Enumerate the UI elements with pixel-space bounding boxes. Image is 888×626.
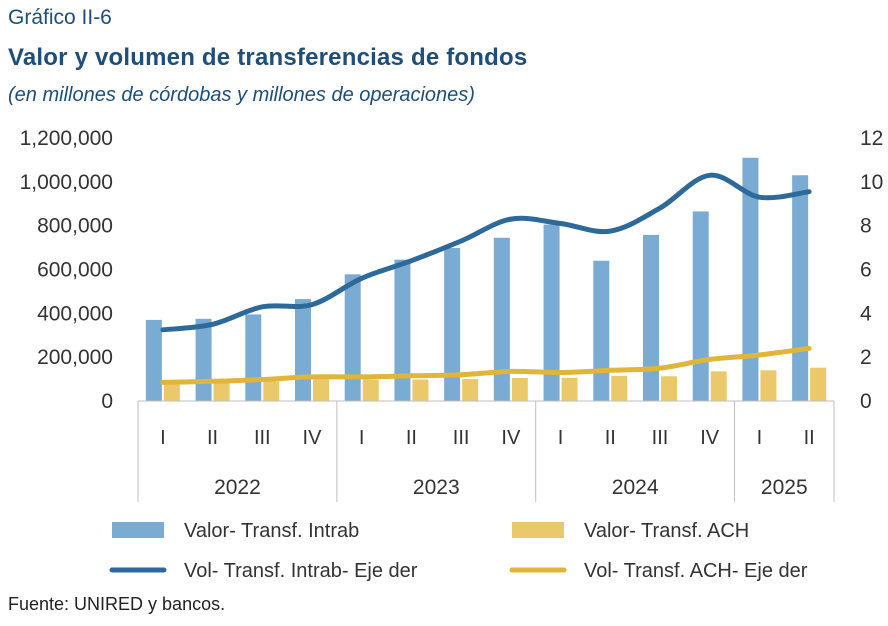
right-axis-tick-label: 6 xyxy=(860,259,872,282)
legend-swatch xyxy=(512,522,564,538)
bar-ach-value xyxy=(710,371,727,401)
right-axis-tick-label: 12 xyxy=(860,127,883,150)
legend-label: Valor- Transf. Intrab xyxy=(184,520,359,542)
x-group-label: 2023 xyxy=(413,476,460,499)
x-group-label: 2025 xyxy=(761,476,808,499)
bar-ach-value xyxy=(313,379,329,401)
bar-intrab-value xyxy=(593,260,610,401)
x-tick-label: IV xyxy=(501,427,521,449)
chart-title: Valor y volumen de transferencias de fon… xyxy=(8,44,528,71)
bar-ach-value xyxy=(362,379,379,401)
bar-ach-value xyxy=(760,370,777,401)
chart-kicker: Gráfico II-6 xyxy=(8,6,112,29)
x-tick-label: II xyxy=(406,427,417,449)
x-tick-label: II xyxy=(207,427,218,449)
legend-swatch xyxy=(112,522,164,538)
legend-label: Vol- Transf. Intrab- Eje der xyxy=(184,560,418,582)
right-axis-tick-label: 4 xyxy=(860,302,872,325)
bar-intrab-value xyxy=(742,157,759,401)
x-tick-label: III xyxy=(453,427,470,449)
chart-subtitle: (en millones de córdobas y millones de o… xyxy=(8,84,475,106)
right-axis-tick-label: 8 xyxy=(860,215,872,238)
bar-intrab-value xyxy=(792,175,809,401)
x-tick-label: IV xyxy=(303,427,323,449)
bar-intrab-value xyxy=(195,318,212,401)
bar-ach-value xyxy=(263,381,280,401)
x-group-label: 2022 xyxy=(214,476,261,499)
bar-intrab-value xyxy=(692,211,709,401)
left-axis-tick-label: 1,000,000 xyxy=(20,171,113,194)
line-vol-ach xyxy=(160,345,812,385)
left-axis-tick-label: 600,000 xyxy=(37,259,113,282)
bar-ach-value xyxy=(661,376,677,401)
left-axis-tick-label: 200,000 xyxy=(37,346,113,369)
x-group-label: 2024 xyxy=(612,476,659,499)
bar-intrab-value xyxy=(493,237,510,401)
bar-ach-value xyxy=(611,375,628,401)
bar-ach-value xyxy=(163,383,180,401)
x-tick-label: IV xyxy=(700,427,720,449)
bar-ach-value xyxy=(213,381,230,401)
left-axis-tick-label: 800,000 xyxy=(37,215,113,238)
x-tick-label: II xyxy=(605,427,616,449)
bar-ach-value xyxy=(412,379,429,401)
x-tick-label: I xyxy=(359,427,365,449)
left-axis-tick-label: 1,200,000 xyxy=(20,127,113,150)
right-axis-tick-label: 10 xyxy=(860,171,883,194)
legend-label: Valor- Transf. ACH xyxy=(584,520,749,542)
x-tick-label: II xyxy=(804,427,815,449)
x-tick-label: I xyxy=(757,427,763,449)
source-note: Fuente: UNIRED y bancos. xyxy=(8,594,226,614)
bar-ach-value xyxy=(462,379,479,401)
x-tick-label: III xyxy=(254,427,271,449)
left-axis-tick-label: 400,000 xyxy=(37,302,113,325)
bar-intrab-value xyxy=(643,234,659,401)
bar-intrab-value xyxy=(245,314,262,401)
bar-intrab-value xyxy=(444,248,461,401)
bar-intrab-value xyxy=(145,319,162,401)
bar-intrab-value xyxy=(295,299,311,401)
bar-ach-value xyxy=(511,377,528,401)
line-vol-intrab xyxy=(160,172,812,333)
x-tick-label: III xyxy=(652,427,669,449)
right-axis-tick-label: 0 xyxy=(860,390,872,413)
bar-ach-value xyxy=(561,377,578,401)
bar-intrab-value xyxy=(344,274,361,401)
right-axis-tick-label: 2 xyxy=(860,346,872,369)
legend-label: Vol- Transf. ACH- Eje der xyxy=(584,560,808,582)
x-tick-label: I xyxy=(558,427,564,449)
x-tick-label: I xyxy=(160,427,166,449)
bar-intrab-value xyxy=(394,259,411,401)
bar-ach-value xyxy=(810,367,827,401)
bar-intrab-value xyxy=(543,224,560,401)
left-axis-tick-label: 0 xyxy=(101,390,113,413)
